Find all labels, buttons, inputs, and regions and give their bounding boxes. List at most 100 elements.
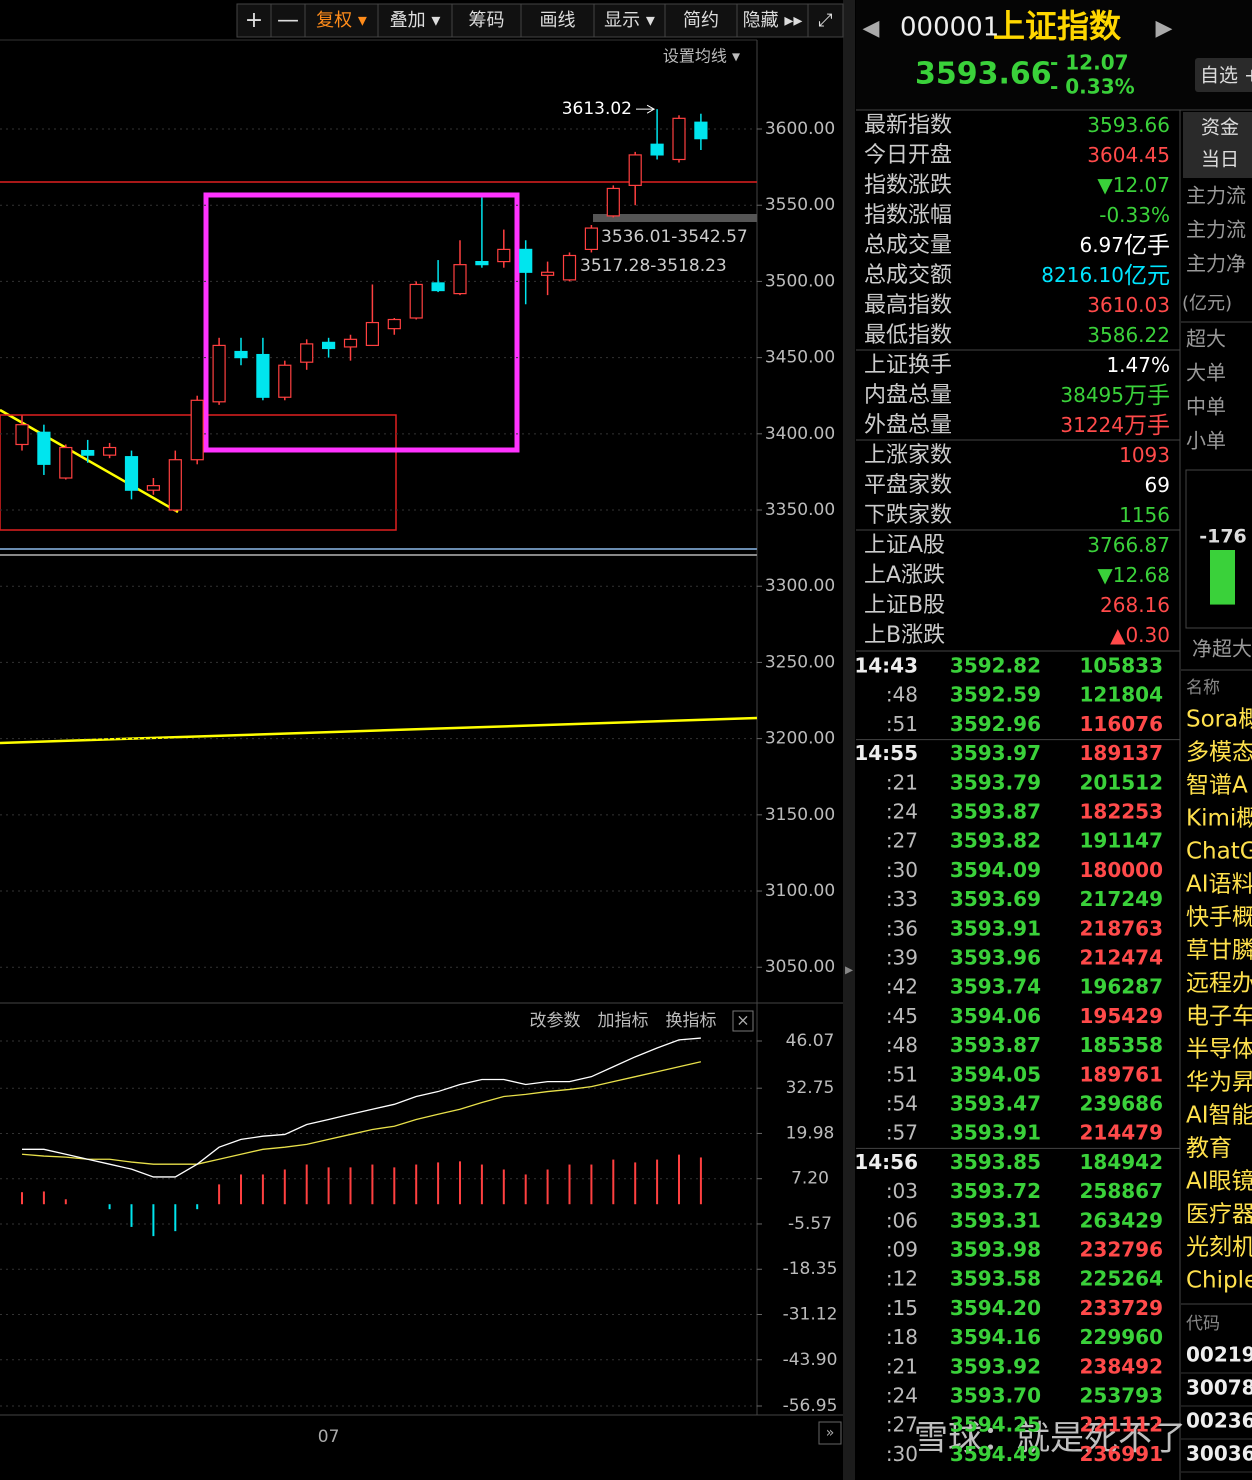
sector-name[interactable]: 多模态 xyxy=(1186,740,1252,766)
stock-code[interactable]: 00236 xyxy=(1186,1409,1252,1433)
ma-setting[interactable]: 设置均线 ▾ xyxy=(663,47,740,66)
tick-time: :21 xyxy=(886,1354,918,1378)
sector-name[interactable]: 智谱A xyxy=(1186,773,1248,799)
sector-name[interactable]: Chiple xyxy=(1186,1268,1252,1294)
sector-name[interactable]: 草甘膦 xyxy=(1186,938,1252,964)
sector-name[interactable]: 半导体 xyxy=(1186,1037,1252,1063)
stat-value: 3586.22 xyxy=(1087,323,1170,347)
indicator-button[interactable]: 加指标 xyxy=(598,1011,649,1031)
toolbar-button[interactable] xyxy=(807,3,844,38)
candle-body xyxy=(453,264,467,295)
tick-volume: 238492 xyxy=(1080,1354,1164,1378)
sector-name[interactable]: Kimi概 xyxy=(1186,806,1252,832)
sector-name[interactable]: ChatG xyxy=(1186,839,1252,865)
sector-name[interactable]: 远程办 xyxy=(1186,971,1252,997)
stat-label: 上证换手 xyxy=(864,353,952,378)
splitter[interactable] xyxy=(843,0,855,1480)
prev-button[interactable]: ◀ xyxy=(863,16,880,41)
indicator-button[interactable]: 换指标 xyxy=(666,1011,717,1031)
tick-time: :39 xyxy=(886,946,918,970)
tick-time: :18 xyxy=(886,1325,918,1349)
stock-code[interactable]: 00219 xyxy=(1186,1343,1252,1367)
tick-time: 14:56 xyxy=(854,1150,918,1174)
tick-time: :27 xyxy=(886,829,918,853)
range-label: 3517.28-3518.23 xyxy=(580,256,727,276)
high-arrow-head xyxy=(646,104,656,114)
indicator-button[interactable]: 改参数 xyxy=(530,1011,581,1031)
tab-label[interactable]: 资金 xyxy=(1201,117,1239,139)
toolbar-label[interactable]: 简约 xyxy=(683,10,719,31)
next-button[interactable]: ▶ xyxy=(1156,16,1173,41)
close-button[interactable]: × xyxy=(736,1011,749,1030)
toolbar-button[interactable] xyxy=(664,3,738,38)
stat-number: 1156 xyxy=(1119,503,1170,527)
tab-label[interactable]: 当日 xyxy=(1201,149,1239,171)
sector-name[interactable]: Sora概 xyxy=(1186,707,1252,733)
tick-price: 3593.92 xyxy=(950,1354,1041,1378)
tick-volume: 218763 xyxy=(1080,916,1164,940)
quote-code: 000001 xyxy=(900,13,999,43)
y-tick-label: 3500.00 xyxy=(765,271,835,291)
tick-price: 3593.58 xyxy=(950,1267,1041,1291)
toolbar-label[interactable]: 隐藏 ▸▸ xyxy=(743,10,803,31)
stat-number: 1093 xyxy=(1119,443,1170,467)
flow-net-label: 净超大 xyxy=(1192,637,1252,661)
toolbar-label[interactable]: — xyxy=(277,8,299,33)
tick-price: 3593.96 xyxy=(950,946,1041,970)
y-tick-label: 3450.00 xyxy=(765,348,835,368)
close-box[interactable] xyxy=(732,1010,754,1032)
sector-name[interactable]: 电子车 xyxy=(1186,1004,1252,1030)
toolbar-label[interactable]: 复权 ▾ xyxy=(316,10,367,31)
toolbar-label[interactable]: 叠加 ▾ xyxy=(390,10,441,31)
candle-body xyxy=(562,254,577,281)
sector-name[interactable]: AI语料 xyxy=(1186,872,1252,898)
tick-time: :45 xyxy=(886,1004,918,1028)
tick-volume: 258867 xyxy=(1080,1179,1164,1203)
toolbar-button[interactable] xyxy=(520,3,595,38)
sector-name[interactable]: 教育 xyxy=(1186,1136,1232,1162)
watch-label[interactable]: 自选 + xyxy=(1200,65,1252,87)
toolbar-label[interactable]: 画线 xyxy=(540,10,576,31)
candle-body xyxy=(694,121,708,140)
sector-name[interactable]: 医疗器 xyxy=(1186,1202,1252,1228)
stat-value: -0.33% xyxy=(1099,203,1170,227)
toolbar-label[interactable]: 筹码 xyxy=(469,10,505,31)
tab-box[interactable] xyxy=(1183,112,1252,178)
stat-value: 1.47% xyxy=(1106,353,1170,377)
x-tick-label: 07 xyxy=(318,1427,340,1447)
sector-name[interactable]: AI智能 xyxy=(1186,1103,1252,1129)
drawn-box xyxy=(203,192,520,453)
stat-value: 3604.45 xyxy=(1087,143,1170,167)
toolbar-button[interactable] xyxy=(270,3,306,38)
sector-name[interactable]: 华为昇 xyxy=(1186,1070,1252,1096)
splitter-arrow[interactable]: ▸ xyxy=(845,960,853,979)
y-tick-label: 3350.00 xyxy=(765,500,835,520)
tick-time: 14:55 xyxy=(854,741,918,765)
tick-price: 3592.59 xyxy=(950,683,1041,707)
tick-time: :48 xyxy=(886,683,918,707)
scroll-button[interactable] xyxy=(818,1421,842,1445)
sector-name[interactable]: 快手概 xyxy=(1186,905,1252,931)
stat-label: 指数涨幅 xyxy=(864,203,952,228)
stock-code[interactable]: 30078 xyxy=(1186,1376,1252,1400)
tick-volume: 184942 xyxy=(1080,1150,1164,1174)
scroll-icon[interactable]: » xyxy=(826,1425,835,1441)
tick-price: 3593.82 xyxy=(950,829,1041,853)
tick-price: 3593.87 xyxy=(950,800,1041,824)
candle-body xyxy=(234,350,248,359)
candle-body xyxy=(81,449,95,456)
sector-name[interactable]: 光刻机 xyxy=(1186,1235,1252,1261)
toolbar-label[interactable]: ⤢ xyxy=(818,10,833,31)
tick-time: :36 xyxy=(886,916,918,940)
watch-button[interactable] xyxy=(1195,58,1252,92)
range-label: 3536.01-3542.57 xyxy=(601,227,748,247)
tick-volume: 189761 xyxy=(1080,1062,1164,1086)
stock-code[interactable]: 30036 xyxy=(1186,1442,1252,1466)
sector-name[interactable]: AI眼镜 xyxy=(1186,1169,1252,1195)
toolbar-label[interactable]: 显示 ▾ xyxy=(604,10,655,31)
toolbar-label[interactable]: + xyxy=(245,8,263,33)
tick-time: :57 xyxy=(886,1121,918,1145)
drawn-trend-line xyxy=(0,408,179,514)
toolbar-button[interactable] xyxy=(377,3,453,38)
